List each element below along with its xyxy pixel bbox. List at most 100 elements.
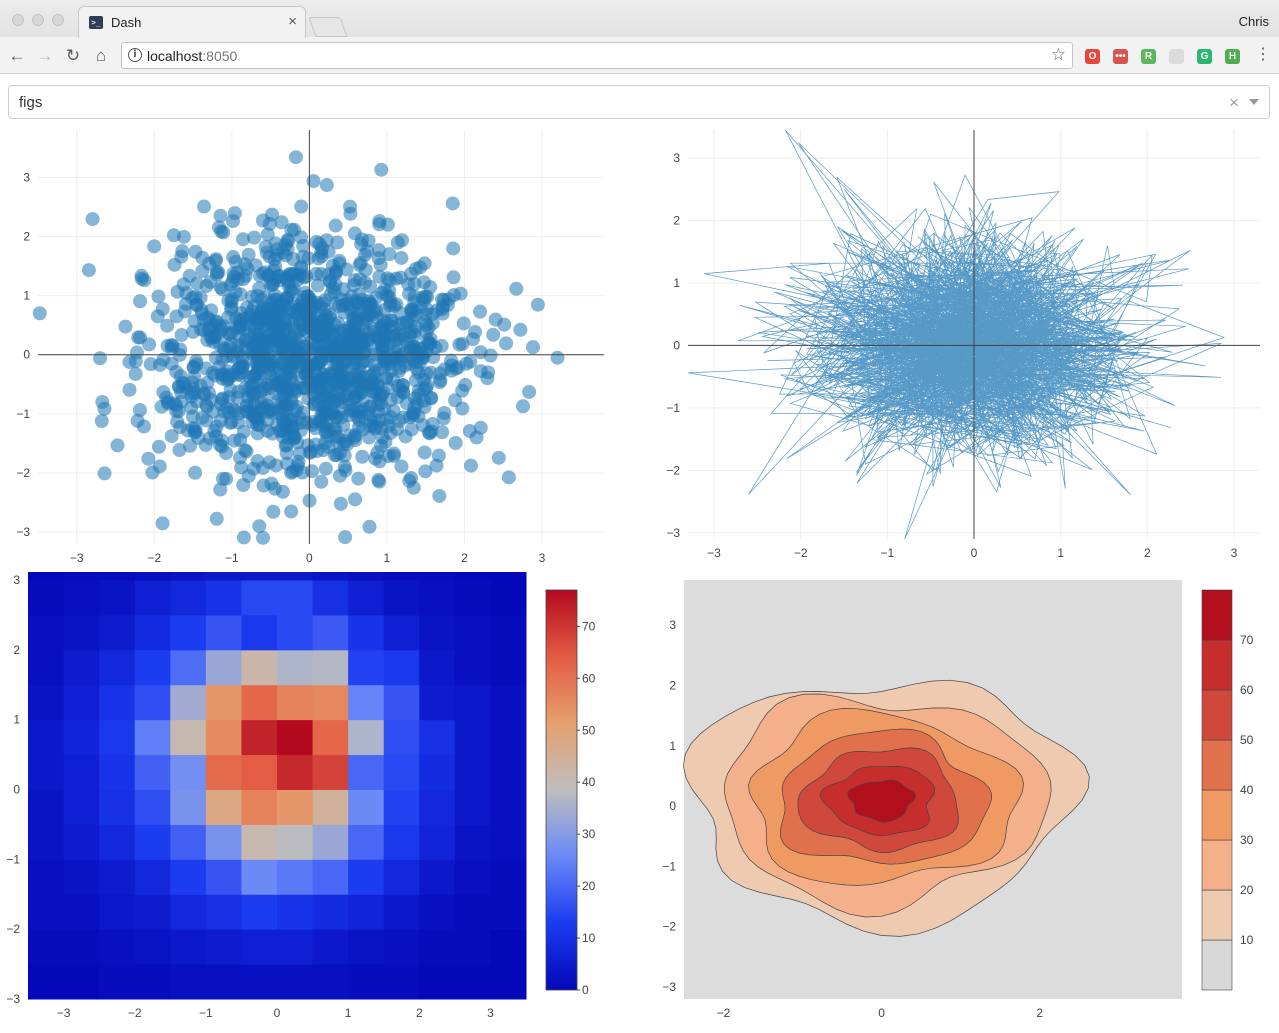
scatter-point bbox=[260, 227, 275, 242]
heatmap-cell bbox=[170, 572, 207, 581]
scatter-point bbox=[284, 504, 299, 519]
scatter-point bbox=[294, 199, 309, 214]
scatter-point bbox=[269, 458, 284, 473]
heatmap-cell bbox=[454, 580, 491, 616]
chevron-down-icon[interactable] bbox=[1249, 99, 1259, 105]
opera-icon[interactable]: O bbox=[1085, 49, 1100, 64]
heatmap-cell bbox=[99, 572, 136, 581]
heatmap-cell bbox=[63, 580, 100, 616]
scatter-point bbox=[432, 375, 447, 390]
heatmap-cell bbox=[63, 572, 100, 581]
x-tick-label: −3 bbox=[707, 546, 721, 560]
y-tick-label: 3 bbox=[23, 170, 30, 184]
scatter-point bbox=[299, 415, 314, 430]
bookmark-star-icon[interactable]: ☆ bbox=[1050, 45, 1066, 64]
terminal-favicon-icon: >_ bbox=[89, 16, 103, 29]
back-arrow-icon[interactable]: ← bbox=[8, 46, 26, 65]
grammarly-icon[interactable]: G bbox=[1197, 49, 1212, 64]
scatter-point bbox=[164, 429, 179, 444]
scatter-point bbox=[417, 393, 432, 408]
grey-extension-icon[interactable] bbox=[1169, 49, 1184, 64]
scatter-point bbox=[275, 429, 290, 444]
scatter-point bbox=[293, 267, 308, 282]
scatter-point bbox=[188, 244, 203, 259]
scatter-point bbox=[182, 268, 197, 283]
heatmap-cell bbox=[419, 929, 456, 965]
scatter-point bbox=[94, 414, 109, 429]
y-tick-label: 0 bbox=[23, 348, 30, 362]
r-icon[interactable]: R bbox=[1141, 49, 1156, 64]
heatmap-cell bbox=[205, 789, 242, 825]
close-window-button[interactable] bbox=[12, 14, 24, 26]
forward-arrow-icon[interactable]: → bbox=[36, 46, 54, 65]
scatter-point bbox=[491, 450, 506, 465]
scatter-point bbox=[295, 361, 310, 376]
scatter-point bbox=[303, 335, 318, 350]
heatmap-cell bbox=[63, 684, 100, 721]
reload-icon[interactable]: ↻ bbox=[65, 46, 81, 65]
tab-close-icon[interactable]: × bbox=[288, 13, 297, 30]
scatter-point bbox=[206, 329, 221, 344]
heatmap-cell bbox=[277, 754, 314, 790]
clear-selection-icon[interactable]: × bbox=[1229, 93, 1239, 112]
heatmap-cell bbox=[454, 859, 491, 895]
tab-dash[interactable]: >_ Dash × bbox=[78, 6, 306, 38]
browser-menu-icon[interactable]: ⋮ bbox=[1255, 46, 1271, 63]
heatmap-cell bbox=[63, 754, 100, 790]
heatmap-cell bbox=[383, 859, 420, 895]
scatter-point bbox=[238, 268, 253, 283]
heatmap-cell bbox=[241, 719, 278, 756]
scatter-point bbox=[394, 459, 409, 474]
zoom-window-button[interactable] bbox=[52, 14, 64, 26]
scatter-point bbox=[289, 463, 304, 478]
scatter-point bbox=[275, 409, 290, 424]
scatter-point bbox=[522, 384, 537, 399]
scatter-point bbox=[236, 424, 251, 439]
h-icon[interactable]: H bbox=[1225, 49, 1240, 64]
colorbar bbox=[545, 589, 578, 991]
scatter-point bbox=[389, 338, 404, 353]
heatmap-cell bbox=[419, 964, 456, 1000]
scatter-point bbox=[156, 385, 171, 400]
heatmap-cell bbox=[99, 754, 136, 790]
heatmap-cell bbox=[312, 824, 349, 860]
scatter-point bbox=[280, 242, 295, 257]
heatmap-cell bbox=[454, 572, 491, 581]
scatter-chart[interactable]: −3 −2 −1 0 1 2 3 −3 −2 −1 0 1 2 3 bbox=[0, 124, 625, 570]
minimize-window-button[interactable] bbox=[32, 14, 44, 26]
heatmap-cell bbox=[28, 649, 65, 686]
home-icon[interactable]: ⌂ bbox=[95, 46, 107, 65]
profile-name[interactable]: Chris bbox=[1238, 14, 1269, 29]
scatter-point bbox=[209, 314, 224, 329]
scatter-point bbox=[480, 371, 495, 386]
scatter-point bbox=[172, 380, 187, 395]
scatter-point bbox=[362, 519, 377, 534]
url-text: localhost:8050 bbox=[147, 48, 237, 64]
scatter-point bbox=[417, 275, 432, 290]
heatmap-cell bbox=[312, 859, 349, 895]
x-tick-label: 0 bbox=[878, 1006, 885, 1020]
heatmap-cell bbox=[383, 719, 420, 756]
colorbar-tick-label: 50 bbox=[582, 723, 596, 737]
contour-chart[interactable]: −2 0 2 −3 −2 −1 0 1 2 3 10 20 30 40 50 60 70 bbox=[640, 572, 1279, 1033]
scatter-point bbox=[383, 425, 398, 440]
heatmap-cell bbox=[490, 894, 527, 930]
scatter-point bbox=[402, 286, 417, 301]
figure-select-dropdown[interactable]: figs × bbox=[8, 85, 1270, 119]
lastpass-icon[interactable]: ••• bbox=[1113, 49, 1128, 64]
scatter-point bbox=[446, 241, 461, 256]
info-icon[interactable]: i bbox=[128, 48, 142, 62]
scatter-point bbox=[195, 264, 210, 279]
y-tick-label: 1 bbox=[23, 289, 30, 303]
scatter-point bbox=[319, 178, 334, 193]
heatmap-cell bbox=[28, 614, 65, 651]
new-tab-button[interactable] bbox=[308, 17, 348, 37]
line-chart[interactable]: −3 −2 −1 0 1 2 3 −3 −2 −1 0 1 2 3 bbox=[640, 124, 1275, 570]
scatter-point bbox=[333, 496, 348, 511]
scatter-point bbox=[338, 338, 353, 353]
scatter-point bbox=[513, 322, 528, 337]
address-bar[interactable]: i localhost:8050 ☆ bbox=[121, 42, 1073, 69]
scatter-point bbox=[499, 336, 514, 351]
scatter-point bbox=[328, 264, 343, 279]
